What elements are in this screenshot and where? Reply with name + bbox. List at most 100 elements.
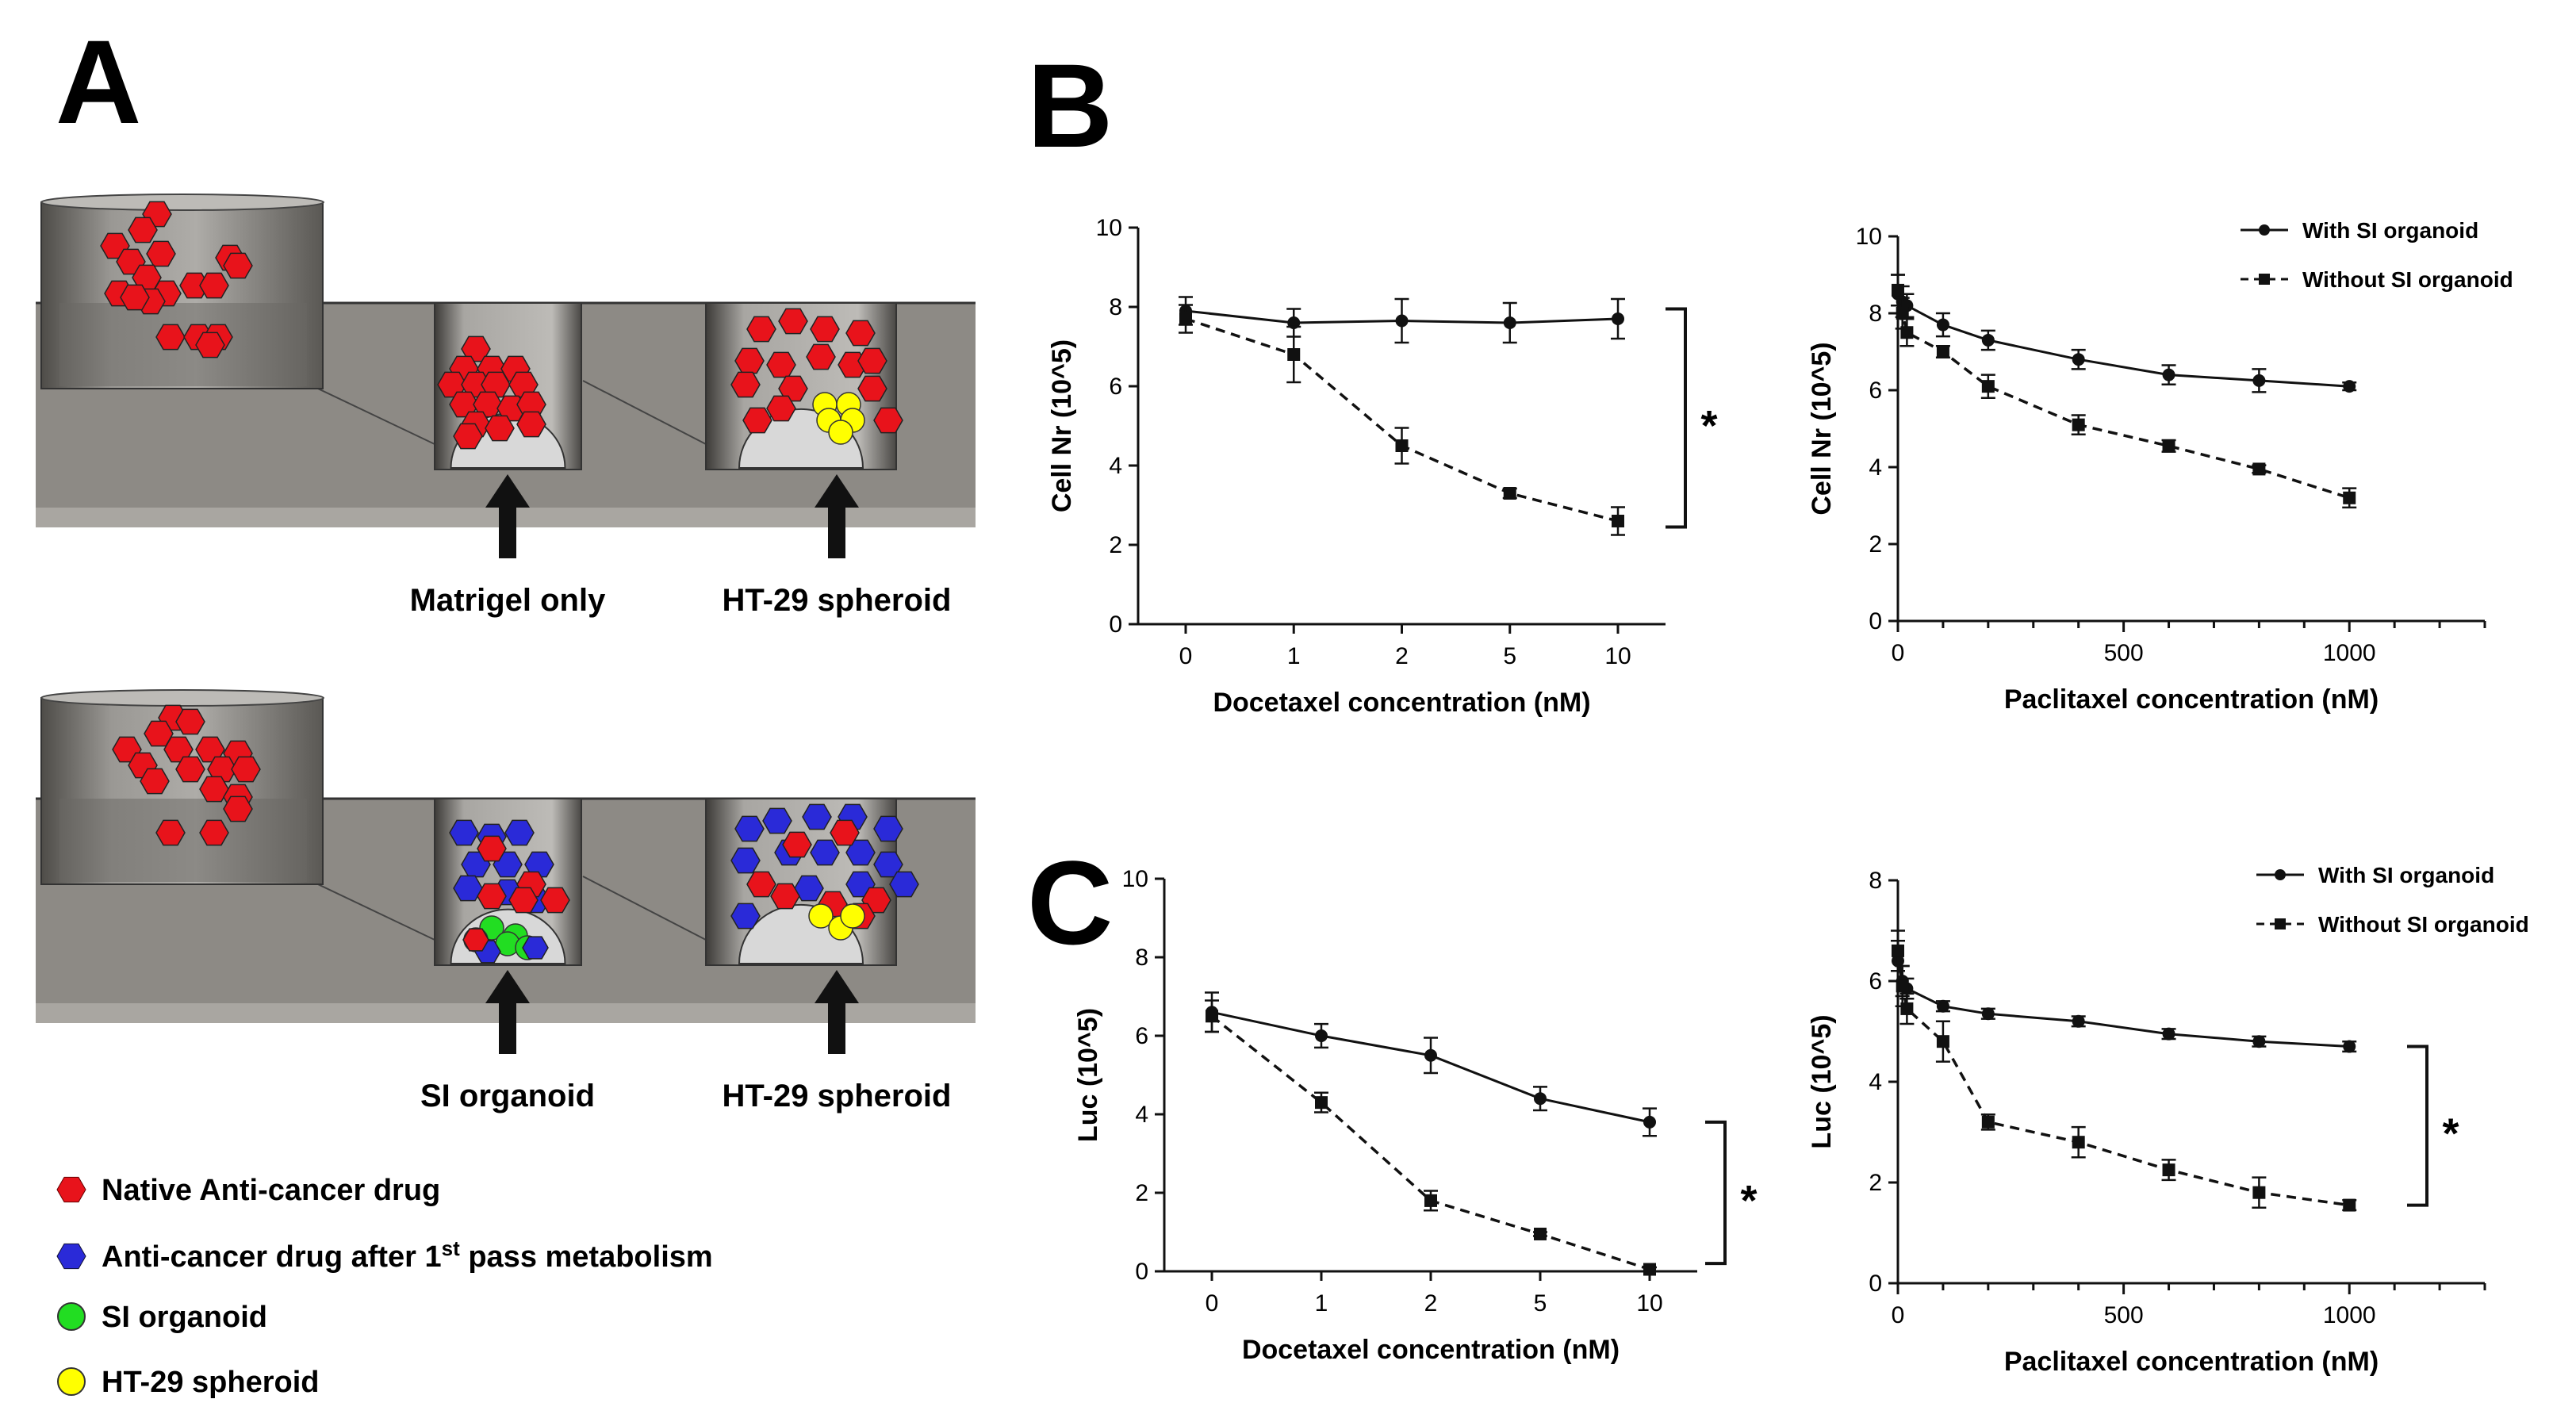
data-point-without-si: [1179, 312, 1192, 325]
metabolized-drug-hexagon-icon: [56, 1243, 86, 1270]
y-tick-label: 2: [1869, 531, 1882, 558]
data-point-with-si: [1424, 1048, 1437, 1062]
native-drug-hexagon-icon: [477, 835, 507, 862]
data-point-without-si: [1900, 1002, 1914, 1015]
data-point-without-si: [1503, 487, 1516, 500]
data-point-with-si: [2252, 1035, 2266, 1048]
metabolized-drug-hexagon-icon: [522, 936, 549, 960]
x-tick-label: 2: [1395, 643, 1409, 669]
y-axis-label: Luc (10^5): [1073, 1008, 1103, 1142]
native-drug-hexagon-icon: [845, 320, 876, 347]
x-tick-label: 1000: [2323, 640, 2376, 666]
native-drug-hexagon-icon: [508, 887, 539, 914]
y-tick-label: 4: [1869, 1069, 1882, 1095]
schematic-top: [36, 194, 976, 558]
native-drug-hexagon-icon: [810, 316, 840, 343]
data-point-without-si: [2252, 1186, 2266, 1199]
data-point-with-si: [1315, 1029, 1328, 1042]
data-point-without-si: [1612, 515, 1624, 527]
x-tick-label: 10: [1636, 1290, 1662, 1317]
data-point-without-si: [1643, 1263, 1656, 1276]
metabolized-drug-hexagon-icon: [730, 847, 761, 874]
ht29-spheroid-circle-icon: [828, 420, 853, 445]
native-drug-hexagon-icon: [857, 347, 887, 374]
data-point-without-si: [2072, 1136, 2085, 1149]
data-point-with-si: [2343, 1040, 2356, 1053]
native-drug-hexagon-icon: [120, 284, 150, 311]
data-point-without-si: [1892, 944, 1904, 957]
data-point-without-si: [2162, 439, 2175, 453]
data-point-with-si: [1643, 1115, 1656, 1129]
native-drug-hexagon-icon: [128, 217, 158, 243]
data-point-without-si: [2343, 1198, 2356, 1212]
series-line-without-si: [1896, 950, 2350, 1207]
arrow-up-icon: [485, 474, 530, 508]
arrow-shaft: [499, 501, 516, 558]
caption-ht29-spheroid-top: HT-29 spheroid: [723, 583, 952, 618]
reservoir-rim: [40, 689, 324, 707]
channel-line: [582, 876, 707, 941]
data-point-with-si: [1981, 1007, 1995, 1021]
legend-label-ht29-spheroid: HT-29 spheroid: [102, 1366, 320, 1399]
native-drug-hexagon-icon: [778, 375, 808, 402]
native-drug-hexagon-icon: [806, 343, 836, 370]
native-drug-hexagon-icon: [175, 708, 205, 735]
ht29-spheroid-circle-icon: [808, 903, 834, 929]
x-tick-label: 2: [1424, 1290, 1438, 1317]
legend-marker: [2275, 869, 2286, 880]
x-tick-label: 1000: [2323, 1302, 2376, 1328]
metabolized-drug-hexagon-icon: [453, 875, 483, 902]
schematic-bottom: [36, 689, 976, 1054]
reservoir-lower: [59, 799, 307, 882]
legend-marker: [2275, 918, 2286, 929]
native-drug-hexagon-icon: [453, 423, 483, 450]
metabolized-drug-hexagon-icon: [762, 807, 792, 834]
y-tick-label: 2: [1109, 532, 1122, 558]
y-tick-label: 6: [1869, 968, 1882, 995]
y-tick-label: 10: [1122, 866, 1148, 892]
native-drug-hexagon-icon: [223, 795, 253, 822]
data-point-with-si: [2162, 368, 2175, 381]
data-point-with-si: [1534, 1092, 1547, 1106]
chart-c-paclitaxel: 0 2 4 6 8 0 500 1000 Paclitaxel concentration (n…: [1807, 863, 2529, 1377]
native-drug-hexagon-icon: [770, 883, 800, 910]
series-line-with-si: [1896, 293, 2350, 388]
panel-letter-c: C: [1027, 836, 1113, 969]
channel-line: [301, 876, 435, 941]
y-tick-label: 2: [1869, 1170, 1882, 1196]
reservoir-lower: [59, 303, 307, 386]
native-drug-hexagon-icon: [857, 375, 887, 402]
data-point-without-si: [2343, 491, 2356, 504]
y-tick-label: 8: [1135, 945, 1148, 971]
x-tick-label: 0: [1179, 643, 1193, 669]
x-tick-label: 0: [1892, 640, 1905, 666]
native-drug-hexagon-icon: [742, 407, 772, 434]
metabolized-drug-hexagon-icon: [504, 819, 535, 846]
native-drug-hexagon-icon: [179, 272, 209, 299]
y-tick-label: 0: [1869, 1271, 1882, 1297]
legend-label: Without SI organoid: [2302, 267, 2513, 292]
native-drug-hexagon-icon: [175, 756, 205, 783]
legend-label-si-organoid: SI organoid: [102, 1301, 267, 1334]
native-drug-hexagon-icon: [223, 252, 253, 279]
x-axis-label: Paclitaxel concentration (nM): [2004, 1347, 2379, 1377]
channel-line: [301, 380, 435, 445]
native-drug-hexagon-icon: [462, 928, 489, 952]
y-tick-label: 2: [1135, 1180, 1148, 1206]
chart-b-paclitaxel: 0 2 4 6 8 10 0 500 1000 Paclitaxel concentration …: [1807, 218, 2513, 715]
metabolized-drug-hexagon-icon: [845, 839, 876, 866]
y-tick-label: 4: [1869, 454, 1882, 481]
significance-bracket: [1666, 307, 1687, 529]
chart-c-docetaxel: 0 2 4 6 8 10 0 1 2 5 10 Docetaxel concentration (nM…: [1073, 866, 1758, 1365]
data-point-without-si: [1900, 326, 1914, 339]
y-tick-label: 8: [1109, 294, 1122, 320]
native-drug-hexagon-icon: [231, 756, 261, 783]
native-drug-hexagon-icon: [199, 819, 229, 846]
native-drug-hexagon-icon: [199, 776, 229, 803]
legend-label: Without SI organoid: [2318, 912, 2529, 937]
native-drug-hexagon-icon: [746, 316, 776, 343]
metabolized-drug-hexagon-icon: [889, 871, 919, 898]
data-point-without-si: [1936, 345, 1949, 358]
panel-letter-b: B: [1027, 39, 1113, 172]
